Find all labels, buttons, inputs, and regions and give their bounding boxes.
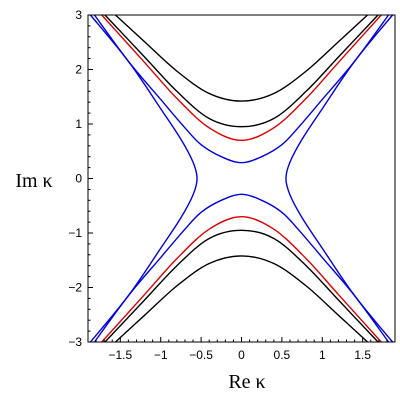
x-tick-label: −0.5 <box>189 348 213 362</box>
curve-series-2-branch-1 <box>101 215 382 343</box>
curve-series-1-branch-1 <box>104 229 379 343</box>
y-tick-label: 3 <box>75 8 82 22</box>
curve-series-3-branch-0 <box>93 14 390 164</box>
curve-series-0-branch-1 <box>114 255 369 343</box>
y-tick-label: −2 <box>68 281 82 295</box>
x-tick-label: 1 <box>319 348 326 362</box>
curve-series-0-branch-0 <box>114 14 369 102</box>
curve-series-3-branch-2 <box>89 14 198 343</box>
x-tick-label: 1.5 <box>354 348 371 362</box>
y-tick-label: −1 <box>68 226 82 240</box>
curve-layer <box>89 14 394 343</box>
y-tick-label: 0 <box>75 172 82 186</box>
y-axis-label: Im κ <box>15 170 52 192</box>
curve-series-1-branch-0 <box>104 14 379 128</box>
x-tick-label: 0 <box>238 348 245 362</box>
x-axis-label: Re κ <box>228 371 265 393</box>
x-tick-label: −1 <box>154 348 168 362</box>
x-tick-label: −1.5 <box>108 348 132 362</box>
y-tick-label: 2 <box>75 63 82 77</box>
curve-series-2-branch-0 <box>101 14 382 142</box>
y-tick-label: −3 <box>68 335 82 349</box>
curve-series-3-branch-3 <box>285 14 394 343</box>
x-tick-label: 0.5 <box>274 348 291 362</box>
y-tick-label: 1 <box>75 117 82 131</box>
tick-layer: −1.5 −1 −0.5 0 0.5 1 1.5 3 2 1 0 −1 −2 −3 <box>68 8 396 362</box>
curve-series-3-branch-1 <box>93 193 390 343</box>
